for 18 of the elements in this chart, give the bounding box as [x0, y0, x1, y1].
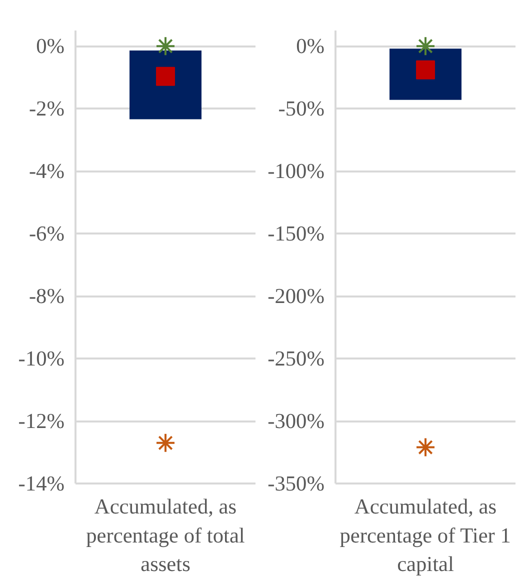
y-tick-label: -300% [268, 409, 325, 434]
y-tick-label: -350% [268, 472, 325, 496]
y-tick-label: -200% [268, 284, 325, 308]
y-tick-label: -4% [28, 159, 65, 184]
y-tick-label: 0% [296, 34, 325, 58]
y-tick-label: -150% [268, 222, 325, 246]
y-tick-label: -10% [18, 346, 65, 371]
y-tick-label: -50% [278, 96, 325, 121]
y-tick-label: -2% [28, 96, 65, 121]
y-tick-label: -6% [28, 222, 65, 246]
x-tick-label: Accumulated, as percentage of total assets [86, 494, 245, 576]
y-tick-label: 0% [36, 34, 65, 58]
y-tick-label: -14% [18, 472, 65, 496]
y-tick-label: -250% [268, 346, 325, 371]
y-tick-label: -8% [28, 284, 65, 308]
y-tick-label: -12% [18, 409, 65, 434]
x-tick-label: Accumulated, as percentage of Tier 1 capital [340, 494, 511, 576]
y-tick-label: -100% [268, 159, 325, 184]
